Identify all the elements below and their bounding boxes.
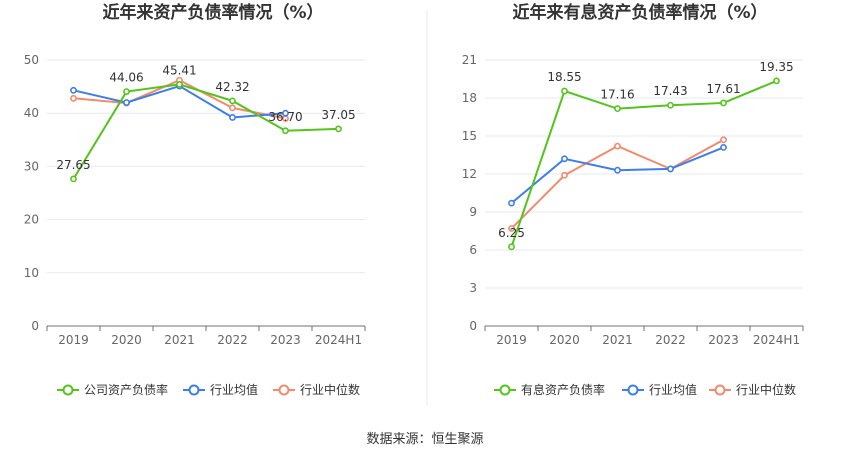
y-tick-label: 10 [24,266,39,280]
data-point [508,225,515,232]
legend-label: 行业均值 [210,382,258,397]
x-tick-label: 2019 [496,333,527,347]
y-tick-label: 18 [462,91,477,105]
legend-label: 有息资产负债率 [521,382,605,397]
legend-marker-icon [499,384,511,396]
data-point [667,101,674,109]
x-tick-label: 2022 [655,333,686,347]
legend-label: 行业均值 [649,382,697,397]
data-label: 17.43 [653,84,687,98]
data-point [614,166,621,174]
data-point [176,81,183,88]
data-point [335,125,342,133]
y-tick-label: 20 [24,213,39,227]
x-tick-label: 2022 [217,333,248,347]
data-point [667,165,674,173]
x-tick-label: 2021 [602,333,633,347]
x-tick-label: 2023 [708,333,739,347]
data-label: 17.61 [706,82,740,96]
y-tick-label: 40 [24,106,39,120]
legend-marker-icon [188,384,200,396]
data-point [773,77,780,85]
debt-ratio-chart: 近年来资产负债率情况（%） 0 10 20 30 40 50 2019 2020 2021 2022… [24,2,366,397]
legend-marker-icon [62,384,74,396]
data-point [508,199,515,207]
legend-label: 行业中位数 [736,382,796,397]
legend-marker-icon [627,384,639,396]
x-tick-label: 2020 [111,333,142,347]
x-tick-label: 2019 [58,333,89,347]
data-point [123,88,130,96]
x-tick-label: 2021 [164,333,195,347]
chart-title: 近年来有息资产负债率情况（%） [512,2,767,23]
data-label: 45.41 [162,63,196,77]
data-point [229,114,236,121]
data-point [70,86,77,94]
legend-item-industry-average[interactable]: 行业均值 [622,382,697,397]
data-label: 18.55 [547,70,581,84]
data-point [123,99,130,106]
data-source-label: 数据来源：恒生聚源 [366,432,483,447]
data-point [561,171,568,179]
x-tick-label: 2024H1 [753,333,800,347]
data-label: 36.70 [268,110,302,124]
data-point [614,105,621,113]
y-tick-label: 12 [462,167,477,181]
data-point [282,109,289,117]
data-label: 37.05 [321,108,355,122]
y-tick-label: 0 [469,319,477,333]
data-point [508,243,515,251]
series-line-company [72,83,339,180]
data-point [229,97,236,105]
data-point [70,94,77,102]
data-label: 19.35 [759,60,793,74]
data-point [229,104,236,112]
series-line-company [510,79,777,248]
y-tick-label: 15 [462,129,477,143]
data-point [614,142,621,150]
y-tick-label: 9 [469,205,477,219]
legend-marker-icon [714,384,726,396]
x-tick-label: 2024H1 [315,333,362,347]
y-tick-label: 50 [24,53,39,67]
x-tick-label: 2023 [270,333,301,347]
interest-debt-ratio-chart: 近年来有息资产负债率情况（%） 0 3 6 9 12 15 18 21 2019 2020 2021 2… [462,2,804,397]
legend-label: 行业中位数 [300,382,360,397]
data-point [720,136,727,144]
legend-item-company[interactable]: 有息资产负债率 [494,382,605,397]
y-tick-label: 3 [469,281,477,295]
legend-item-industry-median[interactable]: 行业中位数 [273,382,360,397]
data-point [561,155,568,163]
x-tick-label: 2020 [549,333,580,347]
y-tick-label: 30 [24,159,39,173]
data-point [720,99,727,107]
data-label: 44.06 [109,71,143,85]
data-label: 17.16 [600,88,634,102]
data-label: 42.32 [215,80,249,94]
data-label: 6.25 [498,226,525,240]
legend-item-industry-average[interactable]: 行业均值 [183,382,258,397]
data-point [282,127,289,135]
y-tick-label: 6 [469,243,477,257]
data-label: 27.65 [56,158,90,172]
y-tick-label: 21 [462,53,477,67]
chart-title: 近年来资产负债率情况（%） [102,2,323,23]
legend-marker-icon [278,384,290,396]
legend-item-industry-median[interactable]: 行业中位数 [709,382,796,397]
data-point [70,175,77,183]
data-point [720,143,727,151]
legend-label: 公司资产负债率 [84,382,168,397]
data-point [561,87,568,95]
y-tick-label: 0 [31,319,39,333]
legend-item-company[interactable]: 公司资产负债率 [57,382,168,397]
